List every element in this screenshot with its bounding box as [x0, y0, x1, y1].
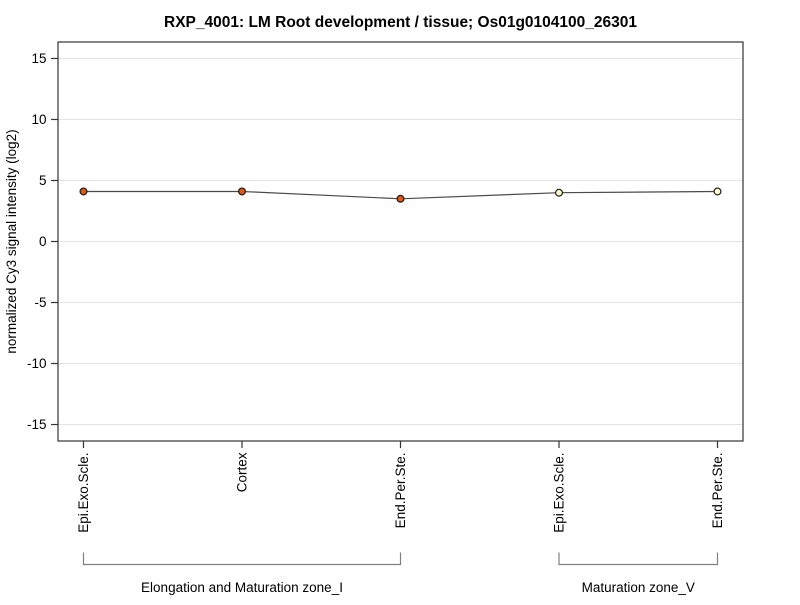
- x-tick-label: Cortex: [235, 452, 250, 492]
- y-tick-label: 10: [31, 112, 46, 127]
- group-bracket: [82, 552, 402, 566]
- x-tick-label: End.Per.Ste.: [710, 453, 725, 529]
- y-tick-label: 0: [39, 234, 47, 249]
- group-label: Maturation zone_V: [582, 580, 695, 595]
- data-point: [554, 188, 563, 197]
- y-tick-label: 5: [39, 173, 47, 188]
- data-point: [238, 187, 247, 196]
- chart-title: RXP_4001: LM Root development / tissue; …: [164, 14, 637, 31]
- data-point: [713, 187, 722, 196]
- y-tick-label: -10: [27, 356, 47, 371]
- group-label: Elongation and Maturation zone_I: [141, 580, 343, 595]
- y-tick-label: 15: [31, 51, 46, 66]
- data-point: [79, 187, 88, 196]
- x-tick-label: Epi.Exo.Scle.: [76, 453, 91, 533]
- x-tick-label: End.Per.Ste.: [393, 453, 408, 529]
- y-tick-label: -15: [27, 417, 47, 432]
- plot-area: 15 10 5 0 -5 -10 -15 Epi.Exo.Scle. Cortex End.Per…: [27, 41, 744, 595]
- data-point: [396, 194, 405, 203]
- y-tick-label: -5: [34, 295, 46, 310]
- group-bracket: [558, 552, 719, 566]
- y-axis-label: normalized Cy3 signal intensity (log2): [4, 129, 19, 353]
- x-tick-label: Epi.Exo.Scle.: [552, 453, 567, 533]
